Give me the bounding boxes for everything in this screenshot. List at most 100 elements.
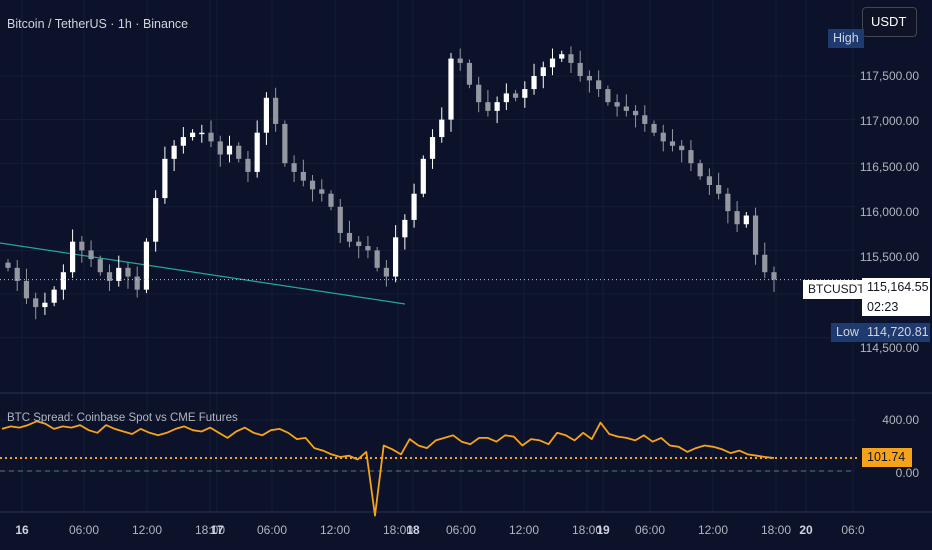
- candle-body: [411, 193, 417, 220]
- currency-button[interactable]: USDT: [862, 7, 917, 37]
- time-axis-label: 12:00: [508, 523, 540, 537]
- candle-body: [51, 289, 57, 303]
- candle-body: [14, 267, 20, 281]
- candle-body: [116, 267, 122, 281]
- candle-body: [199, 132, 205, 135]
- time-axis-day-label: 20: [799, 523, 813, 537]
- candle-body: [143, 241, 150, 290]
- candle-body: [23, 280, 30, 299]
- candle-body: [716, 185, 722, 194]
- time-axis-label: 12:00: [697, 523, 729, 537]
- candle-body: [429, 137, 436, 159]
- candle-body: [236, 145, 242, 159]
- symbol-tag: BTCUSDT: [803, 280, 870, 299]
- price-tick: 116,500.00: [859, 160, 919, 174]
- candle-body: [60, 272, 66, 290]
- candle-body: [5, 262, 11, 268]
- candle-body: [632, 110, 639, 116]
- candle-body: [171, 145, 177, 159]
- time-axis-label: 18:00: [382, 523, 414, 537]
- candle-body: [568, 54, 574, 63]
- candle-body: [162, 158, 168, 199]
- candle-body: [356, 241, 362, 247]
- candle-body: [439, 119, 445, 138]
- candle-body: [88, 250, 94, 260]
- high-label: High: [828, 29, 864, 48]
- candle-body: [660, 132, 666, 142]
- candle-body: [688, 150, 694, 164]
- candle-body: [208, 132, 214, 142]
- candle-body: [669, 141, 676, 146]
- low-label: Low: [831, 323, 864, 342]
- candle-body: [512, 93, 519, 98]
- candle-body: [559, 54, 565, 59]
- candle-body: [679, 145, 685, 151]
- time-axis-label: 18:00: [194, 523, 226, 537]
- candle-body: [642, 115, 648, 124]
- spread-tick: 400.00: [882, 413, 919, 427]
- candle-body: [503, 93, 509, 103]
- candle-body: [300, 171, 306, 181]
- candle-body: [97, 259, 103, 273]
- candle-body: [393, 237, 399, 277]
- symbol-title[interactable]: Bitcoin / TetherUS · 1h · Binance: [7, 17, 189, 31]
- candle-body: [494, 102, 500, 111]
- candle-body: [134, 276, 140, 290]
- indicator-title[interactable]: BTC Spread: Coinbase Spot vs CME Futures: [7, 412, 238, 424]
- price-tick: 117,500.00: [859, 69, 919, 83]
- candle-body: [180, 137, 186, 146]
- candle-body: [623, 106, 629, 111]
- candle-body: [752, 215, 759, 255]
- candle-body: [33, 298, 39, 308]
- candle-body: [549, 58, 556, 68]
- candle-body: [448, 58, 454, 120]
- candle-body: [762, 254, 768, 273]
- candle-body: [282, 123, 288, 164]
- candle-body: [153, 198, 159, 242]
- price-tick: 117,000.00: [859, 114, 919, 128]
- candle-body: [319, 189, 325, 194]
- candle-body: [291, 163, 297, 172]
- candle-body: [226, 145, 233, 155]
- candle-body: [79, 241, 85, 251]
- candle-body: [42, 302, 48, 308]
- time-axis-day-label: 19: [596, 523, 610, 537]
- time-axis-label: 12:00: [319, 523, 351, 537]
- candle-body: [106, 272, 113, 281]
- candle-body: [328, 193, 334, 207]
- candle-body: [217, 141, 223, 155]
- last-price-tag: 115,164.55: [862, 278, 930, 298]
- candle-body: [540, 67, 546, 76]
- candle-body: [402, 219, 408, 238]
- time-axis-label: 06:00: [256, 523, 288, 537]
- candle-body: [706, 176, 712, 185]
- candle-body: [743, 215, 749, 225]
- time-axis-label: 06:00: [68, 523, 100, 537]
- time-axis-label: 06:0: [841, 523, 865, 537]
- candle-body: [531, 76, 537, 90]
- candle-body: [476, 84, 482, 103]
- candle-body: [485, 102, 491, 111]
- time-axis-label: 06:00: [445, 523, 477, 537]
- price-tick: 114,500.00: [859, 341, 919, 355]
- time-axis-label: 18:00: [760, 523, 792, 537]
- candle-body: [374, 250, 380, 268]
- candle-body: [605, 89, 611, 103]
- candle-body: [586, 76, 593, 81]
- candle-body: [614, 102, 620, 107]
- candle-body: [346, 232, 353, 242]
- price-tick: 115,500.00: [859, 250, 919, 264]
- time-axis-day-label: 17: [210, 523, 224, 537]
- candle-body: [420, 158, 426, 194]
- candle-body: [651, 123, 657, 133]
- spread-tick: 0.00: [895, 466, 919, 480]
- countdown-tag: 02:23: [862, 298, 930, 316]
- time-axis-label: 12:00: [131, 523, 163, 537]
- candle-body: [125, 267, 131, 277]
- time-axis-day-label: 16: [15, 523, 29, 537]
- candle-body: [309, 180, 316, 190]
- candle-body: [70, 241, 76, 273]
- candle-body: [383, 267, 389, 277]
- candle-body: [254, 132, 260, 172]
